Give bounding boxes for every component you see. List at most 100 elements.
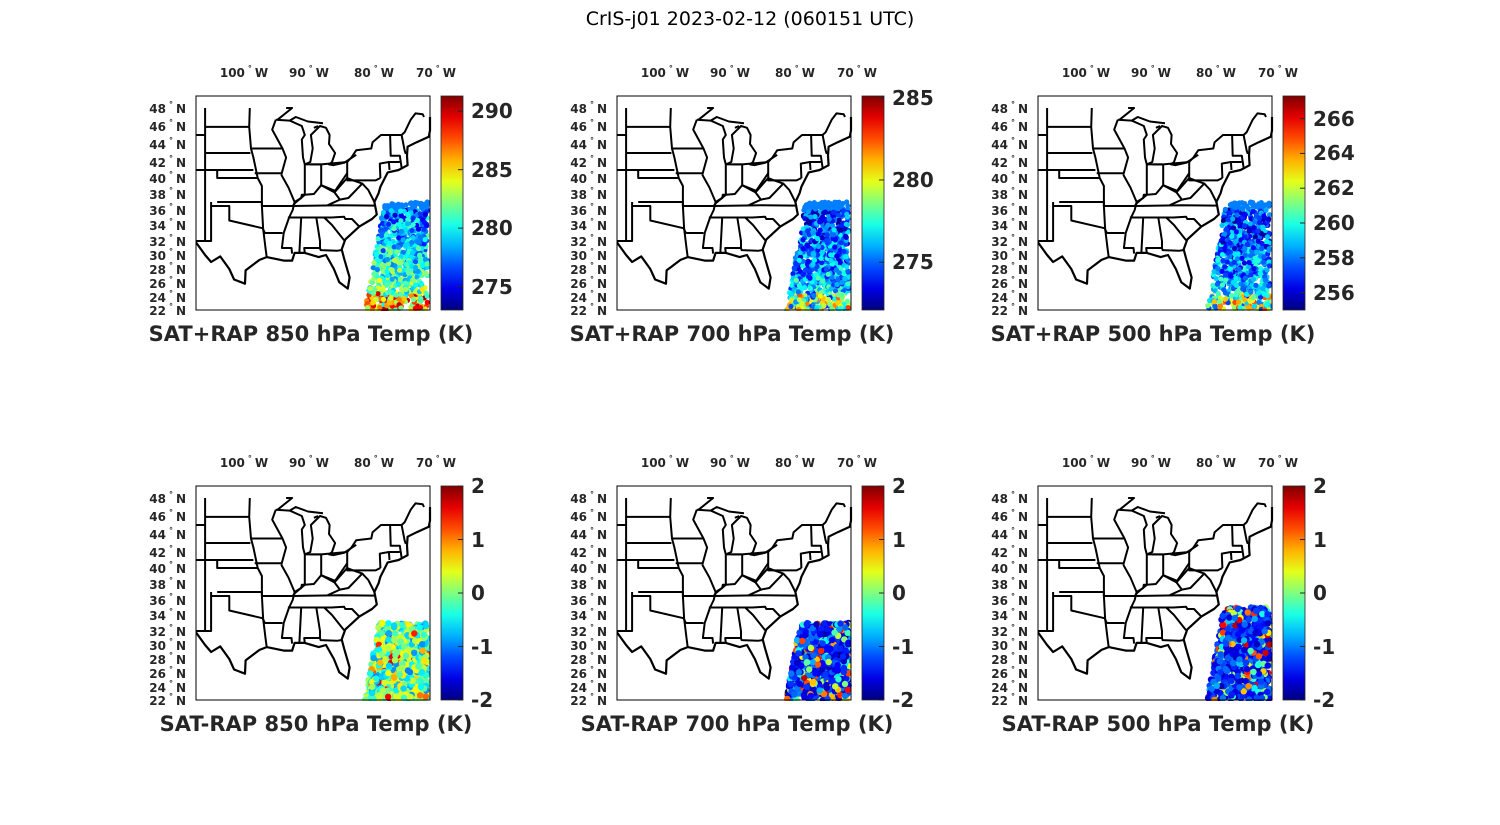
data-point: [1227, 240, 1233, 246]
state-boundary: [1181, 182, 1206, 201]
data-point: [424, 261, 430, 267]
data-point: [1255, 228, 1261, 234]
data-point: [788, 670, 795, 677]
state-boundary: [323, 606, 345, 631]
data-point: [370, 695, 377, 701]
data-point: [799, 637, 806, 645]
data-point: [397, 276, 403, 282]
satellite-swath: [1205, 199, 1273, 311]
state-boundary: [280, 564, 296, 644]
data-point: [795, 669, 803, 676]
state-boundary: [248, 497, 268, 648]
latitude-tick-label: 28 ° N: [570, 261, 607, 277]
latitude-tick-label: 24 ° N: [991, 289, 1028, 305]
data-point: [807, 200, 813, 206]
data-point: [421, 657, 428, 664]
data-point: [1220, 257, 1226, 264]
data-point: [396, 235, 402, 241]
data-point: [385, 645, 392, 652]
data-point: [803, 683, 811, 690]
data-point: [810, 230, 816, 236]
state-boundary: [1118, 497, 1136, 511]
data-point: [815, 275, 821, 281]
state-boundary: [400, 134, 407, 155]
state-boundary: [617, 559, 679, 569]
data-point: [812, 638, 819, 645]
data-point: [832, 244, 838, 250]
data-point: [1242, 234, 1248, 240]
colorbar-tick-label: -2: [1313, 688, 1336, 712]
data-point: [841, 248, 847, 254]
state-boundary: [754, 177, 797, 203]
data-point: [795, 650, 802, 657]
data-point: [845, 639, 852, 646]
data-point: [386, 240, 393, 246]
coastline: [196, 117, 432, 290]
longitude-tick-label: 70 ° W: [1258, 64, 1298, 80]
colorbar-tick-label: -1: [471, 634, 494, 659]
data-point: [835, 276, 841, 282]
data-point: [812, 214, 818, 220]
data-point: [1242, 297, 1248, 303]
data-point: [378, 651, 386, 658]
data-point: [365, 305, 371, 311]
map-plot: [616, 95, 885, 311]
latitude-tick-label: 22 ° N: [149, 692, 186, 708]
data-point: [419, 286, 425, 292]
data-point: [1256, 299, 1262, 305]
latitude-tick-label: 30 ° N: [149, 637, 186, 653]
latitude-tick-label: 32 ° N: [991, 233, 1028, 249]
latitude-tick-label: 34 ° N: [991, 217, 1028, 233]
state-boundary: [271, 509, 288, 566]
data-point: [1225, 217, 1231, 223]
data-point: [839, 279, 845, 286]
data-point: [1247, 221, 1253, 227]
data-point: [1231, 259, 1237, 265]
data-point: [385, 669, 392, 677]
state-boundary: [291, 574, 341, 597]
data-point: [402, 280, 409, 286]
data-point: [404, 632, 411, 639]
data-point: [824, 232, 830, 238]
data-point: [1215, 266, 1221, 272]
data-point: [833, 267, 839, 273]
data-point: [844, 629, 851, 636]
data-point: [393, 292, 399, 298]
data-point: [845, 222, 851, 228]
data-point: [384, 282, 390, 288]
data-point: [1250, 208, 1256, 215]
data-point: [829, 306, 835, 311]
data-point: [415, 200, 421, 206]
longitude-tick-label: 80 ° W: [1196, 64, 1236, 80]
data-point: [1225, 300, 1231, 306]
data-point: [788, 291, 794, 297]
data-point: [375, 624, 382, 631]
data-point: [376, 258, 382, 264]
latitude-tick-label: 46 ° N: [991, 118, 1028, 134]
data-point: [1211, 299, 1217, 305]
data-point: [814, 263, 820, 270]
data-point: [1240, 206, 1246, 212]
state-boundary: [280, 174, 296, 254]
data-point: [832, 288, 839, 294]
data-point: [417, 683, 425, 690]
data-point: [1242, 223, 1248, 229]
state-boundary: [323, 216, 345, 241]
latitude-tick-label: 36 ° N: [149, 592, 186, 608]
data-point: [369, 683, 376, 690]
latitude-tick-label: 44 ° N: [570, 136, 607, 152]
state-boundary: [701, 564, 717, 644]
state-boundary: [1133, 184, 1183, 207]
colorbar-tick-label: 262: [1313, 176, 1355, 201]
data-point: [818, 255, 824, 261]
colorbar-tick-label: -2: [471, 688, 494, 712]
data-point: [835, 292, 841, 298]
state-boundary: [1122, 564, 1138, 644]
data-point: [385, 620, 392, 627]
state-boundary: [1038, 206, 1055, 242]
data-point: [398, 228, 404, 234]
data-point: [817, 227, 823, 233]
data-point: [819, 640, 826, 647]
state-boundary: [719, 607, 724, 643]
colorbar-tick-label: 290: [471, 99, 513, 124]
